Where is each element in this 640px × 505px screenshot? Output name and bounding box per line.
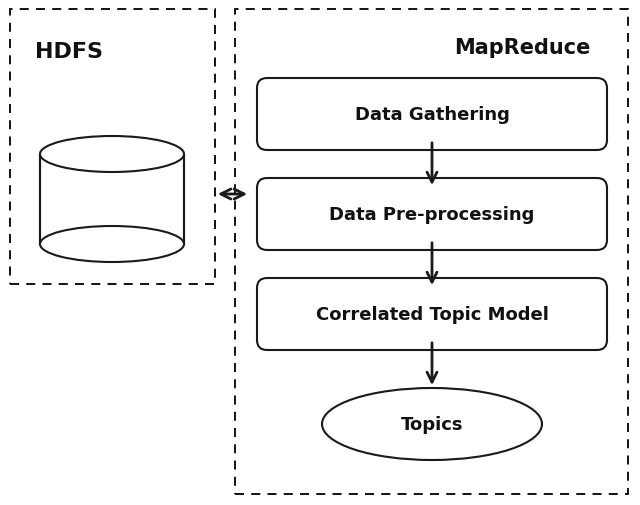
FancyBboxPatch shape <box>257 179 607 250</box>
Text: Data Pre-processing: Data Pre-processing <box>330 206 534 224</box>
FancyBboxPatch shape <box>257 79 607 150</box>
FancyBboxPatch shape <box>257 278 607 350</box>
Ellipse shape <box>40 137 184 173</box>
Text: Correlated Topic Model: Correlated Topic Model <box>316 306 548 323</box>
Text: Data Gathering: Data Gathering <box>355 106 509 124</box>
Text: HDFS: HDFS <box>35 42 103 62</box>
Bar <box>40 155 184 244</box>
Ellipse shape <box>40 227 184 263</box>
Ellipse shape <box>322 388 542 460</box>
Text: Topics: Topics <box>401 415 463 433</box>
Text: MapReduce: MapReduce <box>454 38 590 58</box>
